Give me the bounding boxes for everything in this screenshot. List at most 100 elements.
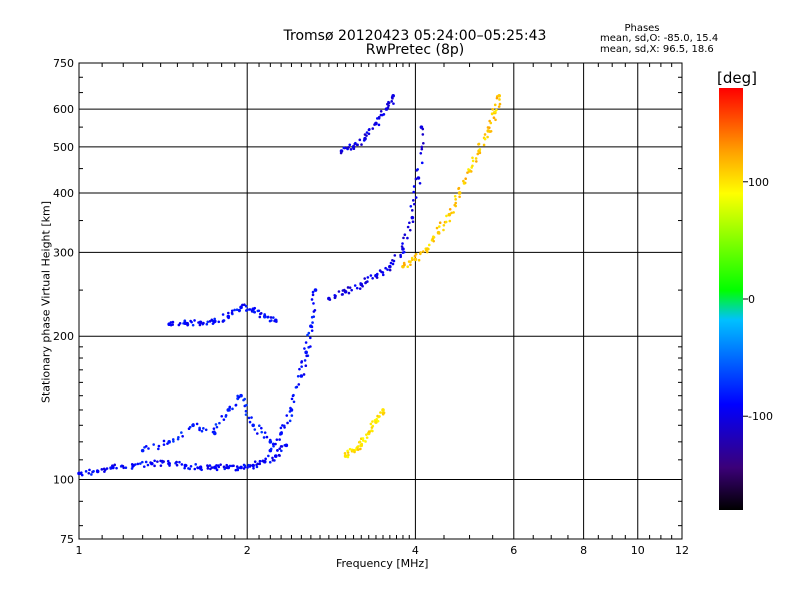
data-point xyxy=(495,96,499,100)
data-point xyxy=(391,262,395,266)
data-point xyxy=(292,400,296,404)
data-point xyxy=(225,463,229,467)
data-point xyxy=(381,408,385,412)
data-point xyxy=(247,416,251,420)
data-point xyxy=(346,455,350,459)
data-point xyxy=(419,125,424,129)
data-point xyxy=(489,130,493,133)
data-point xyxy=(400,245,404,248)
data-point xyxy=(356,448,360,451)
data-point xyxy=(299,374,304,378)
data-point xyxy=(263,431,267,434)
data-point xyxy=(286,421,289,425)
data-point xyxy=(204,428,208,432)
data-point xyxy=(239,393,243,398)
data-point xyxy=(265,435,269,439)
data-point xyxy=(177,323,181,327)
data-point xyxy=(371,276,374,280)
data-point xyxy=(410,215,415,220)
data-point xyxy=(239,465,243,470)
data-point xyxy=(244,304,248,308)
data-point xyxy=(390,100,394,103)
y-tick-label: 100 xyxy=(53,474,74,487)
data-point xyxy=(262,459,266,463)
data-point xyxy=(235,465,239,468)
data-point xyxy=(90,473,93,476)
data-point xyxy=(307,331,311,335)
data-point xyxy=(284,443,289,448)
data-point xyxy=(488,119,491,123)
data-point xyxy=(280,449,283,453)
data-point xyxy=(96,469,99,472)
data-point xyxy=(220,414,224,418)
data-point xyxy=(272,316,275,319)
data-point xyxy=(432,235,435,238)
data-point xyxy=(193,319,196,322)
data-point xyxy=(437,225,441,228)
data-point xyxy=(414,196,418,199)
data-point xyxy=(191,423,195,428)
data-point xyxy=(212,465,217,470)
data-point xyxy=(183,319,187,322)
data-point xyxy=(181,434,184,438)
data-point xyxy=(386,268,389,271)
data-point xyxy=(274,442,277,446)
data-point xyxy=(304,341,308,344)
data-point xyxy=(206,467,210,470)
data-point xyxy=(198,428,201,432)
data-point xyxy=(304,364,308,368)
data-point xyxy=(483,137,487,141)
data-point xyxy=(271,442,275,446)
data-point xyxy=(275,438,279,441)
data-point xyxy=(371,127,375,130)
data-point xyxy=(364,440,367,443)
data-point xyxy=(162,439,166,443)
data-point xyxy=(167,440,171,444)
data-point xyxy=(246,466,249,469)
data-point xyxy=(363,136,367,141)
data-point xyxy=(387,104,390,107)
data-point xyxy=(435,226,439,230)
data-point xyxy=(412,190,415,194)
data-point xyxy=(420,145,424,149)
data-point xyxy=(352,147,356,151)
data-point xyxy=(425,250,429,254)
data-point xyxy=(367,430,371,433)
data-point xyxy=(115,466,118,470)
data-point xyxy=(420,161,424,165)
data-point xyxy=(269,447,273,451)
data-point xyxy=(288,419,292,423)
data-point xyxy=(206,465,210,468)
data-point xyxy=(406,225,410,229)
data-point xyxy=(92,469,95,473)
data-point xyxy=(328,298,332,301)
data-point xyxy=(414,252,418,256)
axis-ticks xyxy=(79,63,682,539)
data-point xyxy=(413,254,417,258)
data-point xyxy=(245,308,249,312)
data-point xyxy=(391,258,394,262)
data-point xyxy=(300,365,303,368)
data-point xyxy=(205,322,209,326)
data-point xyxy=(365,134,368,137)
data-point xyxy=(409,260,412,264)
data-point xyxy=(497,105,501,108)
data-point xyxy=(310,298,314,301)
data-point xyxy=(133,463,137,466)
data-point xyxy=(382,113,386,116)
data-point xyxy=(258,460,262,463)
data-point xyxy=(298,367,301,371)
data-point xyxy=(277,453,281,457)
data-point xyxy=(306,333,309,337)
data-point xyxy=(141,460,144,464)
data-point xyxy=(139,462,142,465)
data-point xyxy=(358,440,362,444)
data-point xyxy=(410,209,414,212)
data-point xyxy=(421,250,425,253)
data-point xyxy=(354,141,357,145)
data-point xyxy=(224,414,228,417)
data-point xyxy=(412,185,416,188)
data-point xyxy=(253,306,257,310)
y-tick-label: 75 xyxy=(60,533,74,546)
x-tick-label: 12 xyxy=(675,544,689,557)
